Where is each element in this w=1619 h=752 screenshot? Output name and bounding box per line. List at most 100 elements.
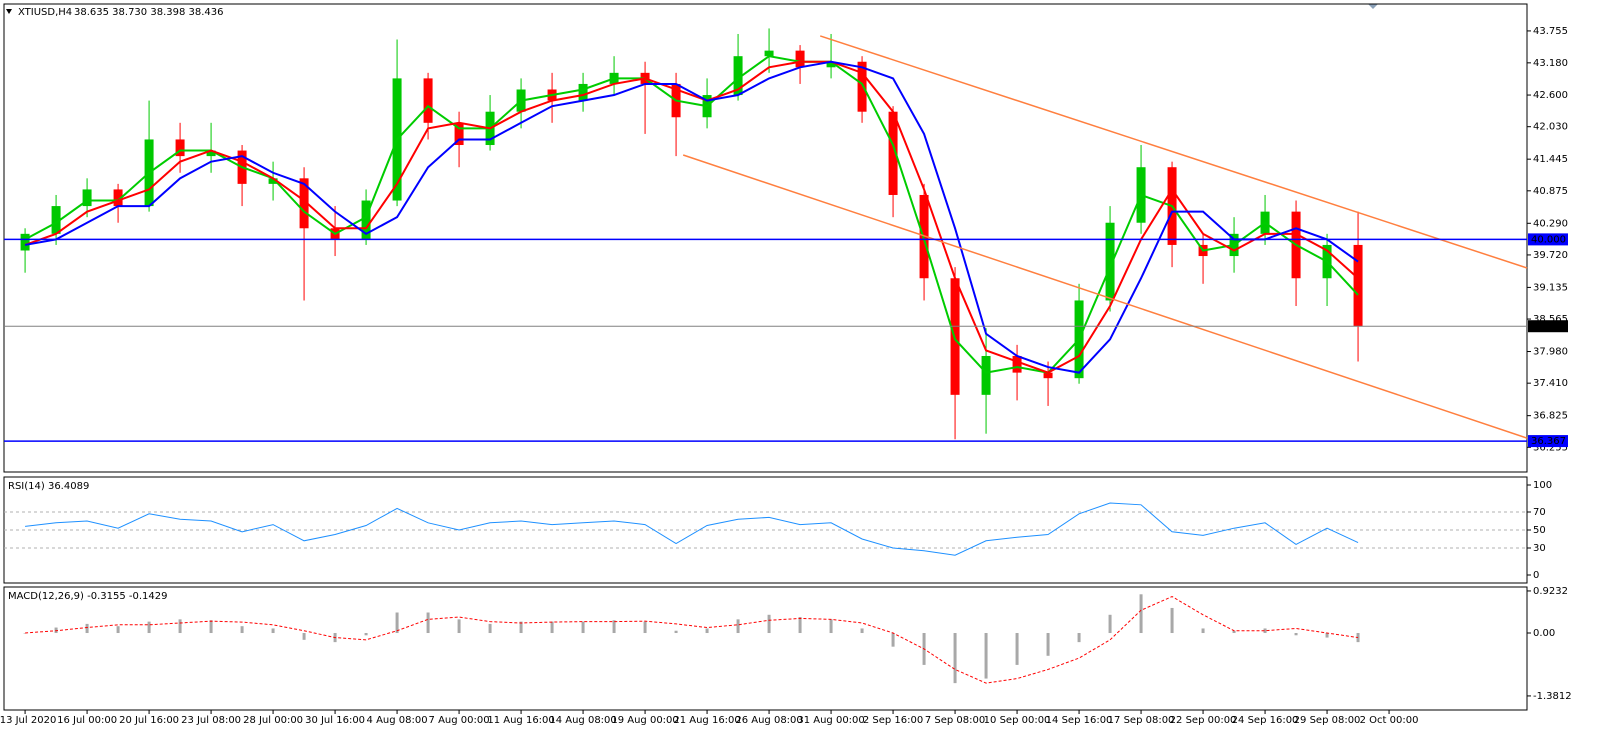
macd-bar [240,626,244,634]
candle-body [795,50,805,68]
x-tick-label: 21 Aug 16:00 [673,715,740,726]
y-tick-label: 30 [1533,543,1546,554]
x-tick-label: 31 Aug 00:00 [797,715,864,726]
x-tick-label: 29 Sep 08:00 [1294,715,1361,726]
x-tick-label: 17 Sep 08:00 [1108,715,1175,726]
price-label-box [1528,320,1568,333]
channel-line [819,35,1528,269]
quote: 38.635 38.730 38.398 38.436 [74,7,224,18]
y-tick-label: 42.030 [1533,122,1568,133]
macd-bar [1232,630,1236,634]
y-tick-label: 70 [1533,507,1546,518]
rsi-line [25,502,1359,556]
candle-body [361,200,371,240]
y-tick-label: 0.9232 [1533,586,1568,597]
y-tick-label: 42.600 [1533,90,1568,101]
collapse-arrow[interactable] [6,9,12,14]
macd-bar [984,633,988,679]
x-tick-label: 30 Jul 16:00 [305,715,365,726]
macd-bar [581,621,585,634]
y-tick-label: 43.755 [1533,26,1568,37]
macd-bar [767,614,771,634]
y-tick-label: 43.180 [1533,58,1568,69]
macd-bar [860,628,864,634]
x-tick-label: 10 Sep 00:00 [984,715,1051,726]
moving-average [24,60,1359,374]
y-tick-label: 0 [1533,570,1539,581]
y-tick-label: 50 [1533,525,1546,536]
macd-bar [643,621,647,634]
macd-bar [674,630,678,634]
macd-bar [1170,607,1174,634]
x-tick-label: 14 Aug 08:00 [549,715,616,726]
macd-bar [1139,594,1143,634]
x-tick-label: 28 Jul 00:00 [243,715,303,726]
macd-bar [178,619,182,634]
candle-body [1043,372,1053,379]
indicator-title: RSI(14) 36.4089 [8,481,89,492]
channel-line [682,154,1528,439]
signal-line [25,596,1359,684]
macd-bar [1263,628,1267,634]
x-tick-label: 11 Aug 16:00 [487,715,554,726]
candle-body [1012,355,1022,373]
x-tick-label: 2 Oct 00:00 [1360,715,1419,726]
macd-bar [1046,633,1050,656]
x-tick-label: 13 Jul 2020 [0,715,56,726]
candle-body [268,178,278,184]
y-tick-label: 37.410 [1533,378,1568,389]
candle-body [206,150,216,157]
macd-bar [302,633,306,640]
shift-marker [1368,4,1378,9]
candle-body [299,178,309,229]
moving-average [24,60,1359,374]
macd-bar [85,623,89,634]
current-price-label: 38.436 [1531,321,1566,332]
candle-body [826,61,836,68]
y-tick-label: 39.720 [1533,250,1568,261]
macd-bar [705,628,709,634]
macd-bar [1201,628,1205,634]
indicator-title: MACD(12,26,9) -0.3155 -0.1429 [8,591,168,602]
x-tick-label: 23 Jul 08:00 [181,715,241,726]
candle-body [51,206,61,234]
y-tick-label: 36.825 [1533,411,1568,422]
y-tick-label: 39.135 [1533,282,1568,293]
candle-body [113,189,123,207]
macd-bar [1077,633,1081,643]
x-tick-label: 14 Sep 16:00 [1046,715,1113,726]
candle-body [454,122,464,146]
candle-body [733,56,743,96]
macd-bar [488,623,492,634]
macd-bar [457,619,461,634]
x-tick-label: 24 Sep 16:00 [1232,715,1299,726]
macd-bar [891,633,895,647]
x-tick-label: 16 Jul 00:00 [57,715,117,726]
candle-body [981,355,991,395]
x-tick-label: 26 Aug 08:00 [735,715,802,726]
y-tick-label: 40.875 [1533,186,1568,197]
y-tick-label: 40.290 [1533,218,1568,229]
candle-body [1353,244,1363,327]
candle-body [857,61,867,112]
macd-bar [1294,633,1298,636]
candle-body [578,83,588,101]
candle-body [1105,222,1115,301]
macd-bar [364,633,368,636]
macd-bar [829,619,833,634]
y-tick-label: -1.3812 [1533,691,1572,702]
y-tick-label: 38.565 [1533,314,1568,325]
price-label: 40.000 [1531,234,1566,245]
macd-bar [426,612,430,634]
price-label-box [1528,435,1568,448]
candle-body [764,50,774,57]
x-tick-label: 4 Aug 08:00 [367,715,428,726]
macd-bar [209,620,213,634]
macd-bar [116,626,120,634]
price-label-box [1528,233,1568,246]
macd-bar [519,621,523,634]
x-tick-label: 2 Sep 16:00 [863,715,923,726]
panel-frame [3,3,1528,473]
